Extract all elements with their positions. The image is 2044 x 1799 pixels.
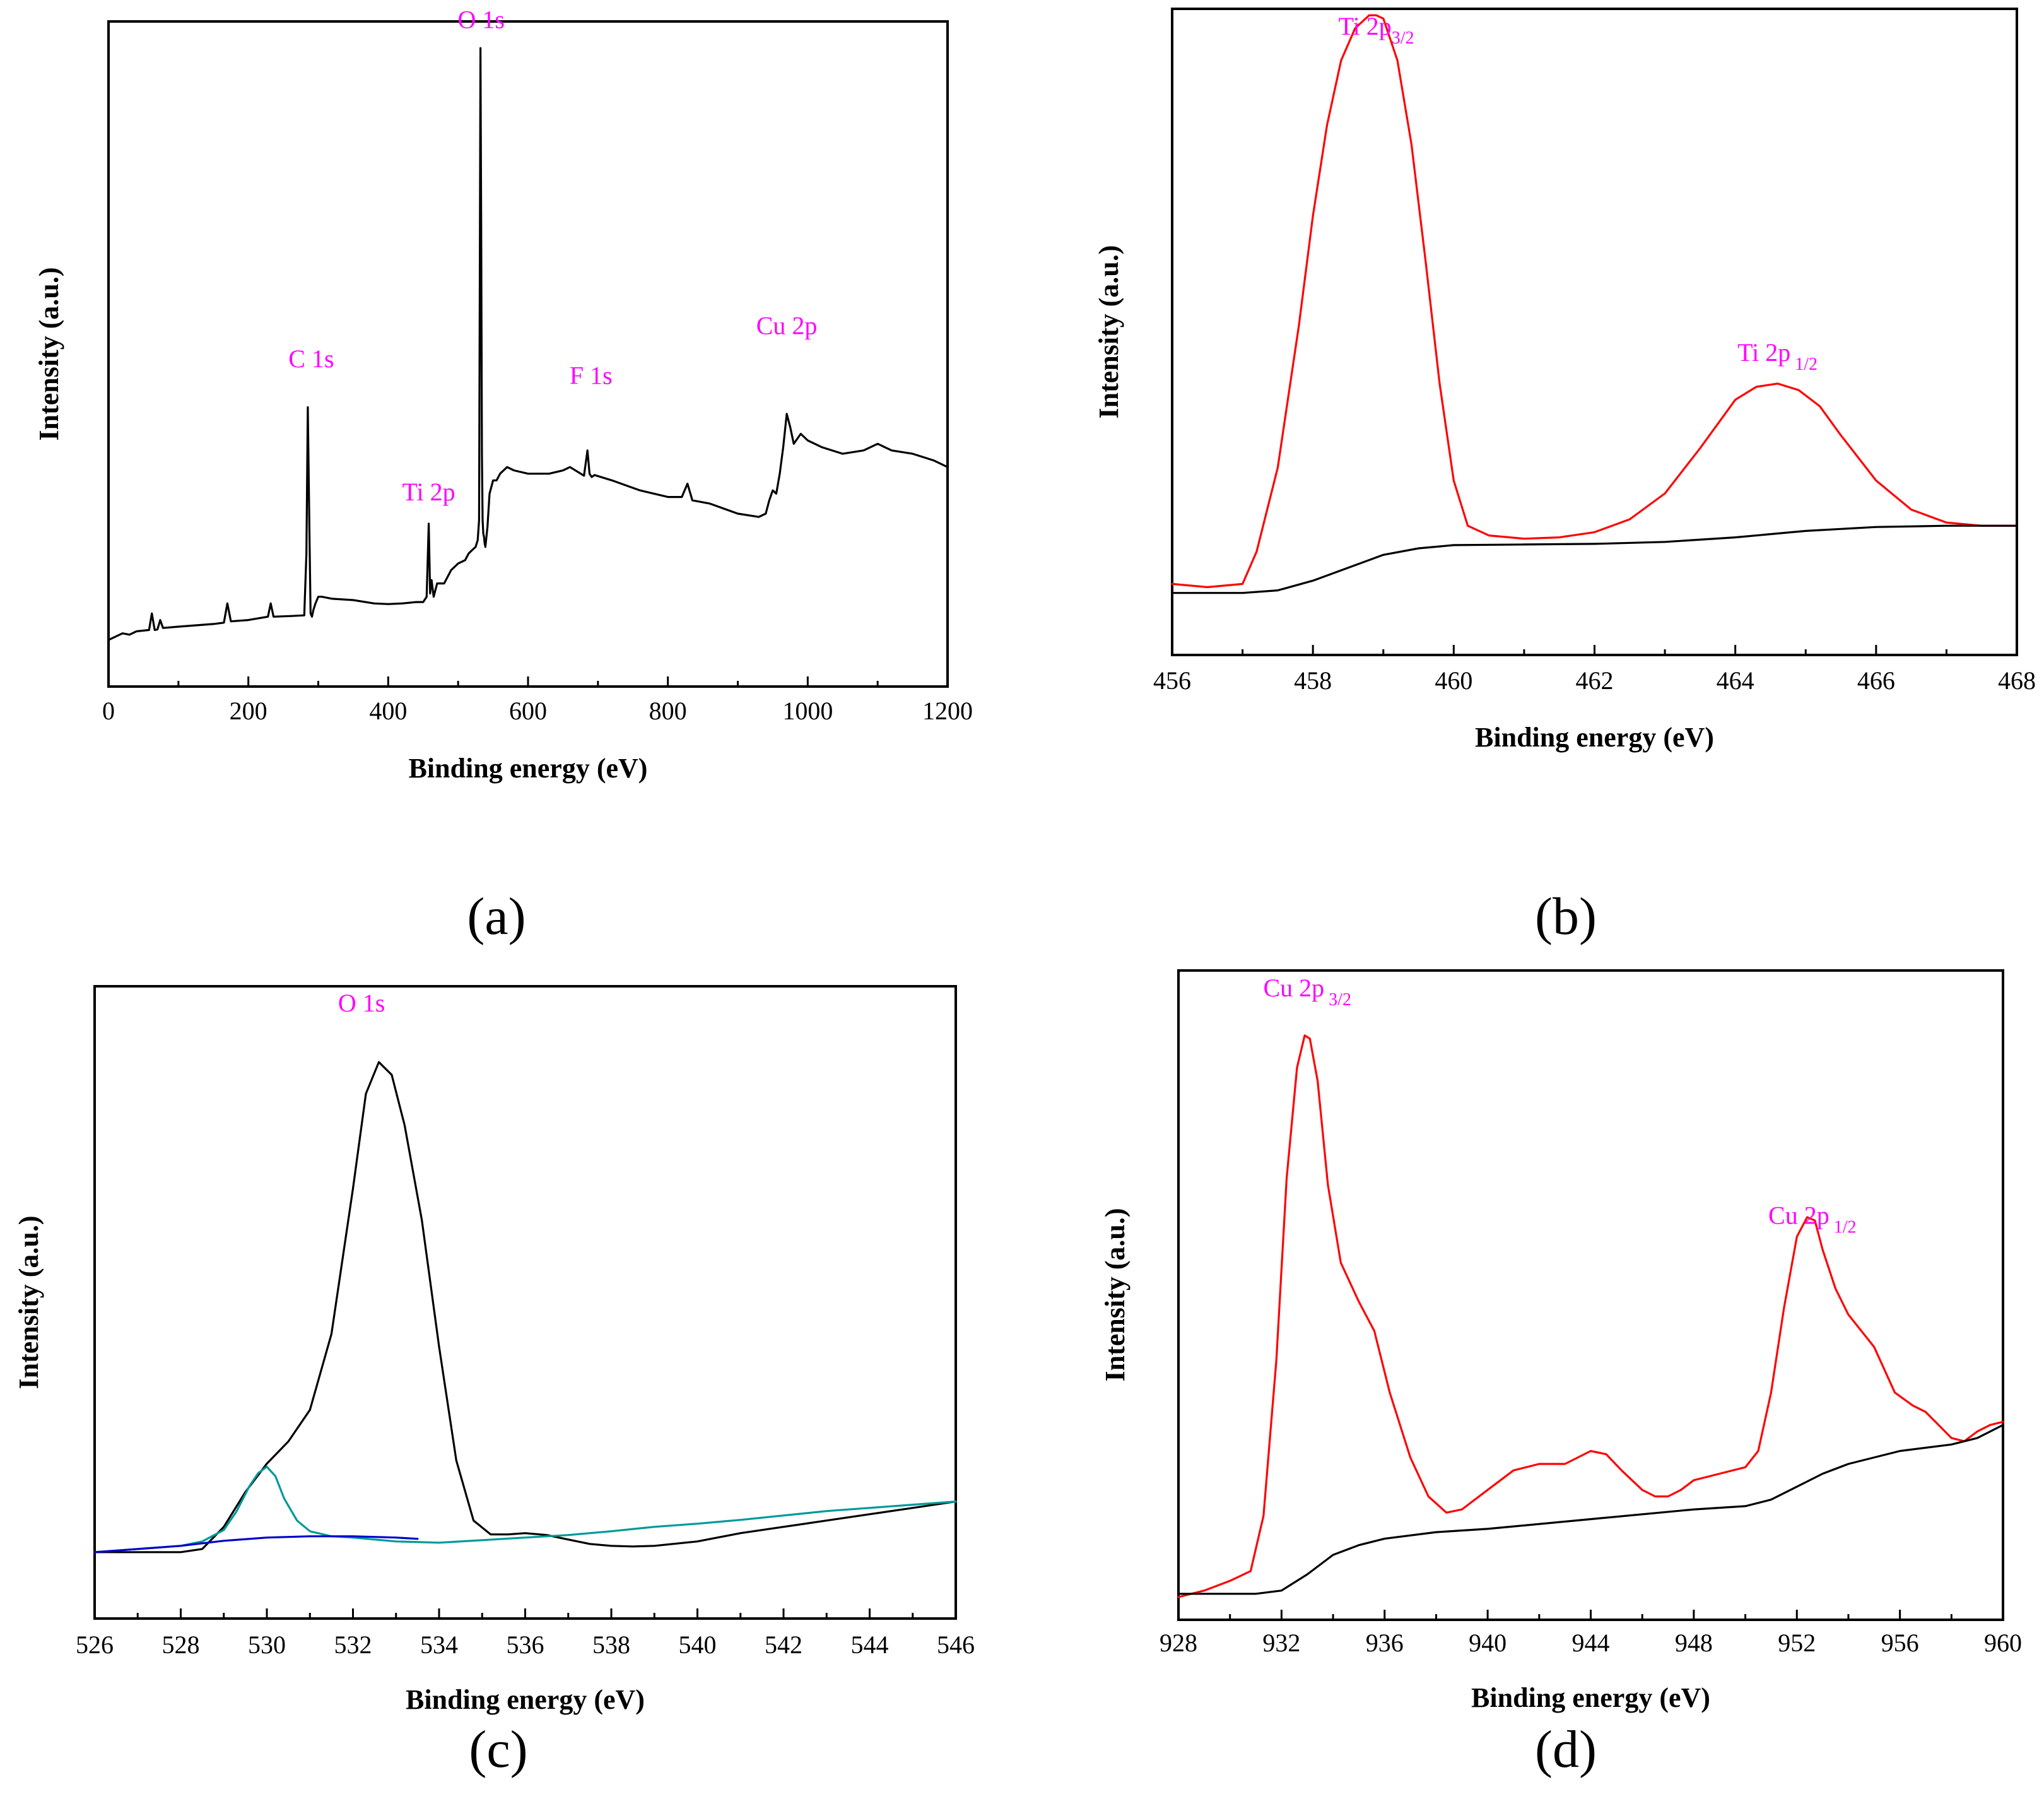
x-tick-label-c-8: 542	[765, 1631, 802, 1659]
plot-frame-c	[93, 985, 957, 1620]
x-tick-label-c-3: 532	[334, 1631, 372, 1659]
peak-label-main: Cu 2p	[1263, 974, 1324, 1002]
x-tick-label-d-8: 960	[1984, 1629, 2022, 1657]
panel-label-a: (a)	[467, 887, 526, 946]
panel-c: 526 528 530 532 534 536 538 540 542 544 546 O 1s Bin…	[13, 985, 975, 1779]
peak-label-main: O 1s	[458, 6, 505, 34]
x-tick-label-a-3: 600	[509, 697, 547, 725]
peak-label-main: Ti 2p	[402, 478, 455, 506]
peak-label-main: Ti 2p	[1339, 12, 1392, 40]
series-a-survey	[107, 47, 949, 641]
x-axis-title-b: Binding energy (eV)	[1475, 722, 1714, 753]
x-axis-title-d: Binding energy (eV)	[1471, 1682, 1710, 1713]
peak-label-a-4: Cu 2p	[756, 311, 818, 339]
x-tick-label-a-2: 400	[369, 697, 407, 725]
peak-label-a-2: Ti 2p	[402, 478, 455, 506]
peak-label-a-0: O 1s	[458, 6, 505, 34]
peak-label-main: F 1s	[570, 361, 613, 389]
peak-label-main: C 1s	[288, 345, 334, 373]
x-tick-label-c-2: 530	[248, 1631, 286, 1659]
series-c-component-530-ev	[93, 1465, 957, 1554]
x-tick-label-d-5: 948	[1675, 1629, 1713, 1657]
peak-label-a-3: F 1s	[570, 361, 613, 389]
x-tick-label-c-1: 528	[162, 1631, 200, 1659]
x-tick-label-d-2: 936	[1366, 1629, 1404, 1657]
x-tick-label-c-4: 534	[420, 1631, 458, 1659]
peak-label-c-0: O 1s	[338, 989, 385, 1017]
y-axis-title-b: Intensity (a.u.)	[1093, 245, 1124, 418]
x-tick-label-b-1: 458	[1294, 666, 1332, 695]
x-tick-label-b-4: 464	[1717, 666, 1754, 695]
series-b-ti-2p-spectrum	[1171, 14, 2018, 589]
y-axis-title-d: Intensity (a.u.)	[1100, 1208, 1131, 1381]
x-tick-label-d-7: 956	[1881, 1629, 1919, 1657]
peak-label-subscript: 1/2	[1830, 1217, 1857, 1237]
x-tick-label-a-4: 800	[649, 697, 687, 725]
x-tick-label-a-5: 1000	[782, 697, 833, 725]
x-tick-label-b-2: 460	[1435, 666, 1472, 695]
x-axis-title-c: Binding energy (eV)	[406, 1684, 645, 1715]
x-tick-label-a-1: 200	[230, 697, 267, 725]
x-tick-label-c-5: 536	[507, 1631, 544, 1659]
x-tick-label-c-0: 526	[76, 1631, 114, 1659]
x-tick-label-d-1: 932	[1262, 1629, 1300, 1657]
peak-label-main: Cu 2p	[756, 311, 818, 339]
x-tick-label-c-9: 544	[851, 1631, 889, 1659]
y-axis-title-a: Intensity (a.u.)	[33, 267, 64, 440]
plot-frame-d	[1177, 969, 2004, 1621]
x-tick-label-d-6: 952	[1778, 1629, 1816, 1657]
series-b-background	[1171, 524, 2018, 594]
panel-label-c: (c)	[469, 1720, 527, 1779]
x-tick-label-c-6: 538	[592, 1631, 630, 1659]
peak-label-d-1: Cu 2p 1/2	[1768, 1201, 1856, 1237]
plot-frame-a	[107, 20, 949, 688]
x-tick-label-b-6: 468	[1998, 666, 2036, 695]
peak-label-b-1: Ti 2p 1/2	[1737, 338, 1818, 374]
peak-label-main: Ti 2p	[1737, 338, 1790, 367]
x-tick-label-b-5: 466	[1857, 666, 1895, 695]
series-d-background	[1177, 1424, 2004, 1595]
x-axis-title-a: Binding energy (eV)	[409, 753, 648, 784]
panel-label-d: (d)	[1535, 1720, 1597, 1779]
peak-label-main: O 1s	[338, 989, 385, 1017]
x-tick-label-c-7: 540	[679, 1631, 717, 1659]
x-tick-label-b-0: 456	[1153, 666, 1191, 695]
x-tick-label-a-6: 1200	[922, 697, 973, 725]
peak-label-subscript: 3/2	[1392, 28, 1414, 48]
series-c-o-1s-envelope	[93, 1061, 957, 1554]
x-tick-label-d-3: 940	[1469, 1629, 1507, 1657]
peak-label-main: Cu 2p	[1768, 1201, 1830, 1229]
peak-label-subscript: 3/2	[1324, 990, 1351, 1010]
peak-label-subscript: 1/2	[1790, 355, 1818, 374]
series-c-background	[93, 1535, 419, 1554]
panel-label-b: (b)	[1535, 887, 1597, 946]
x-tick-label-c-10: 546	[937, 1631, 975, 1659]
x-tick-label-a-0: 0	[102, 697, 115, 725]
x-tick-label-d-0: 928	[1160, 1629, 1197, 1657]
x-tick-label-d-4: 944	[1572, 1629, 1610, 1657]
x-tick-label-b-3: 462	[1576, 666, 1614, 695]
peak-label-b-0: Ti 2p3/2	[1339, 12, 1414, 48]
panel-a: 0 200 400 600 800 1000 1200 O 1s C 1s Ti 2p F 1s Cu…	[33, 6, 973, 946]
series-d-cu-2p-spectrum	[1177, 1034, 2004, 1598]
peak-label-a-1: C 1s	[288, 345, 334, 373]
peak-label-d-0: Cu 2p 3/2	[1263, 974, 1351, 1010]
y-axis-title-c: Intensity (a.u.)	[13, 1215, 44, 1389]
